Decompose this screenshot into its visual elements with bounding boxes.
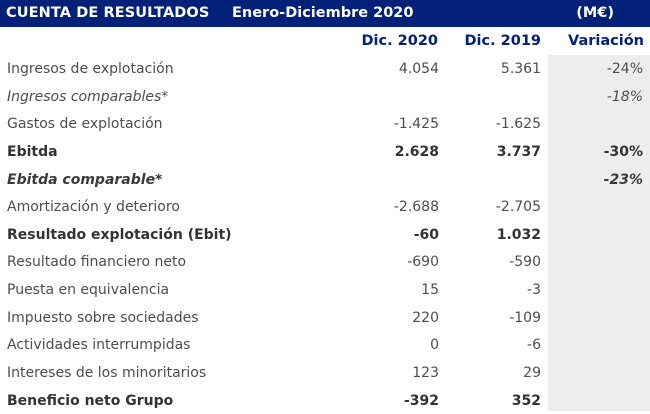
column-header-variacion: Variación — [568, 33, 644, 49]
cell-dic-2020: 15 — [421, 282, 439, 299]
cell-variacion: -18% — [606, 88, 643, 105]
row-label: Impuesto sobre sociedades — [7, 309, 199, 326]
table-row: Actividades interrumpidas 0 -6 — [0, 331, 650, 359]
table-row: Beneficio neto Grupo -392 352 — [0, 387, 650, 414]
cell-dic-2020: -60 — [413, 226, 439, 243]
cell-dic-2019: 352 — [511, 392, 541, 409]
cell-dic-2019: -3 — [527, 282, 541, 299]
table-period: Enero-Diciembre 2020 — [232, 5, 414, 21]
cell-dic-2019: -2.705 — [495, 199, 541, 216]
table-row: Gastos de explotación -1.425 -1.625 — [0, 110, 650, 138]
row-label: Ebitda comparable* — [7, 171, 163, 188]
row-label: Ingresos comparables* — [7, 88, 169, 105]
cell-dic-2020: 2.628 — [394, 143, 439, 160]
cell-dic-2020: 4.054 — [398, 61, 439, 77]
cell-dic-2019: 3.737 — [496, 143, 541, 160]
variation-column-shading — [548, 55, 650, 411]
cell-dic-2019: 5.361 — [500, 61, 541, 77]
table-row: Ebitda 2.628 3.737 -30% — [0, 138, 650, 166]
table-row: Resultado explotación (Ebit) -60 1.032 — [0, 221, 650, 249]
row-label: Gastos de explotación — [7, 116, 163, 133]
row-label: Actividades interrumpidas — [7, 337, 191, 354]
cell-dic-2020: -392 — [403, 392, 439, 409]
table-title: CUENTA DE RESULTADOS — [6, 5, 210, 21]
cell-dic-2019: 29 — [523, 365, 541, 382]
column-header-dic-2020: Dic. 2020 — [361, 33, 438, 49]
cell-dic-2020: 123 — [412, 365, 439, 382]
row-label: Beneficio neto Grupo — [7, 392, 174, 409]
cell-dic-2019: -6 — [527, 337, 541, 354]
cell-dic-2019: -1.625 — [495, 116, 541, 133]
table-row: Intereses de los minoritarios 123 29 — [0, 359, 650, 387]
row-label: Amortización y deterioro — [7, 199, 180, 216]
cell-dic-2019: -109 — [509, 309, 541, 326]
column-header-row: Dic. 2020 Dic. 2019 Variación — [0, 27, 650, 55]
cell-variacion: -23% — [603, 171, 643, 188]
cell-dic-2020: 0 — [430, 337, 439, 354]
cell-variacion: -24% — [606, 61, 643, 77]
table-body: Ingresos de explotación 4.054 5.361 -24% Ing… — [0, 55, 650, 414]
cell-dic-2020: -2.688 — [393, 199, 439, 216]
table-row: Amortización y deterioro -2.688 -2.705 — [0, 193, 650, 221]
column-header-dic-2019: Dic. 2019 — [464, 33, 541, 49]
table-header-bar: CUENTA DE RESULTADOS Enero-Diciembre 202… — [0, 0, 650, 27]
row-label: Ebitda — [7, 143, 58, 160]
table-row: Puesta en equivalencia 15 -3 — [0, 276, 650, 304]
cell-dic-2019: 1.032 — [496, 226, 541, 243]
row-label: Intereses de los minoritarios — [7, 365, 207, 382]
row-label: Puesta en equivalencia — [7, 282, 170, 299]
cell-variacion: -30% — [603, 143, 643, 160]
cell-dic-2020: -690 — [407, 254, 439, 271]
table-row: Ebitda comparable* -23% — [0, 166, 650, 194]
table-unit: (M€) — [576, 5, 614, 21]
table-row: Resultado financiero neto -690 -590 — [0, 248, 650, 276]
table-row: Ingresos comparables* -18% — [0, 83, 650, 111]
row-label: Ingresos de explotación — [7, 61, 174, 77]
row-label: Resultado financiero neto — [7, 254, 187, 271]
table-row: Ingresos de explotación 4.054 5.361 -24% — [0, 55, 650, 83]
table-row: Impuesto sobre sociedades 220 -109 — [0, 304, 650, 332]
row-label: Resultado explotación (Ebit) — [7, 226, 232, 243]
cell-dic-2020: -1.425 — [393, 116, 439, 133]
cell-dic-2019: -590 — [509, 254, 541, 271]
cell-dic-2020: 220 — [412, 309, 439, 326]
